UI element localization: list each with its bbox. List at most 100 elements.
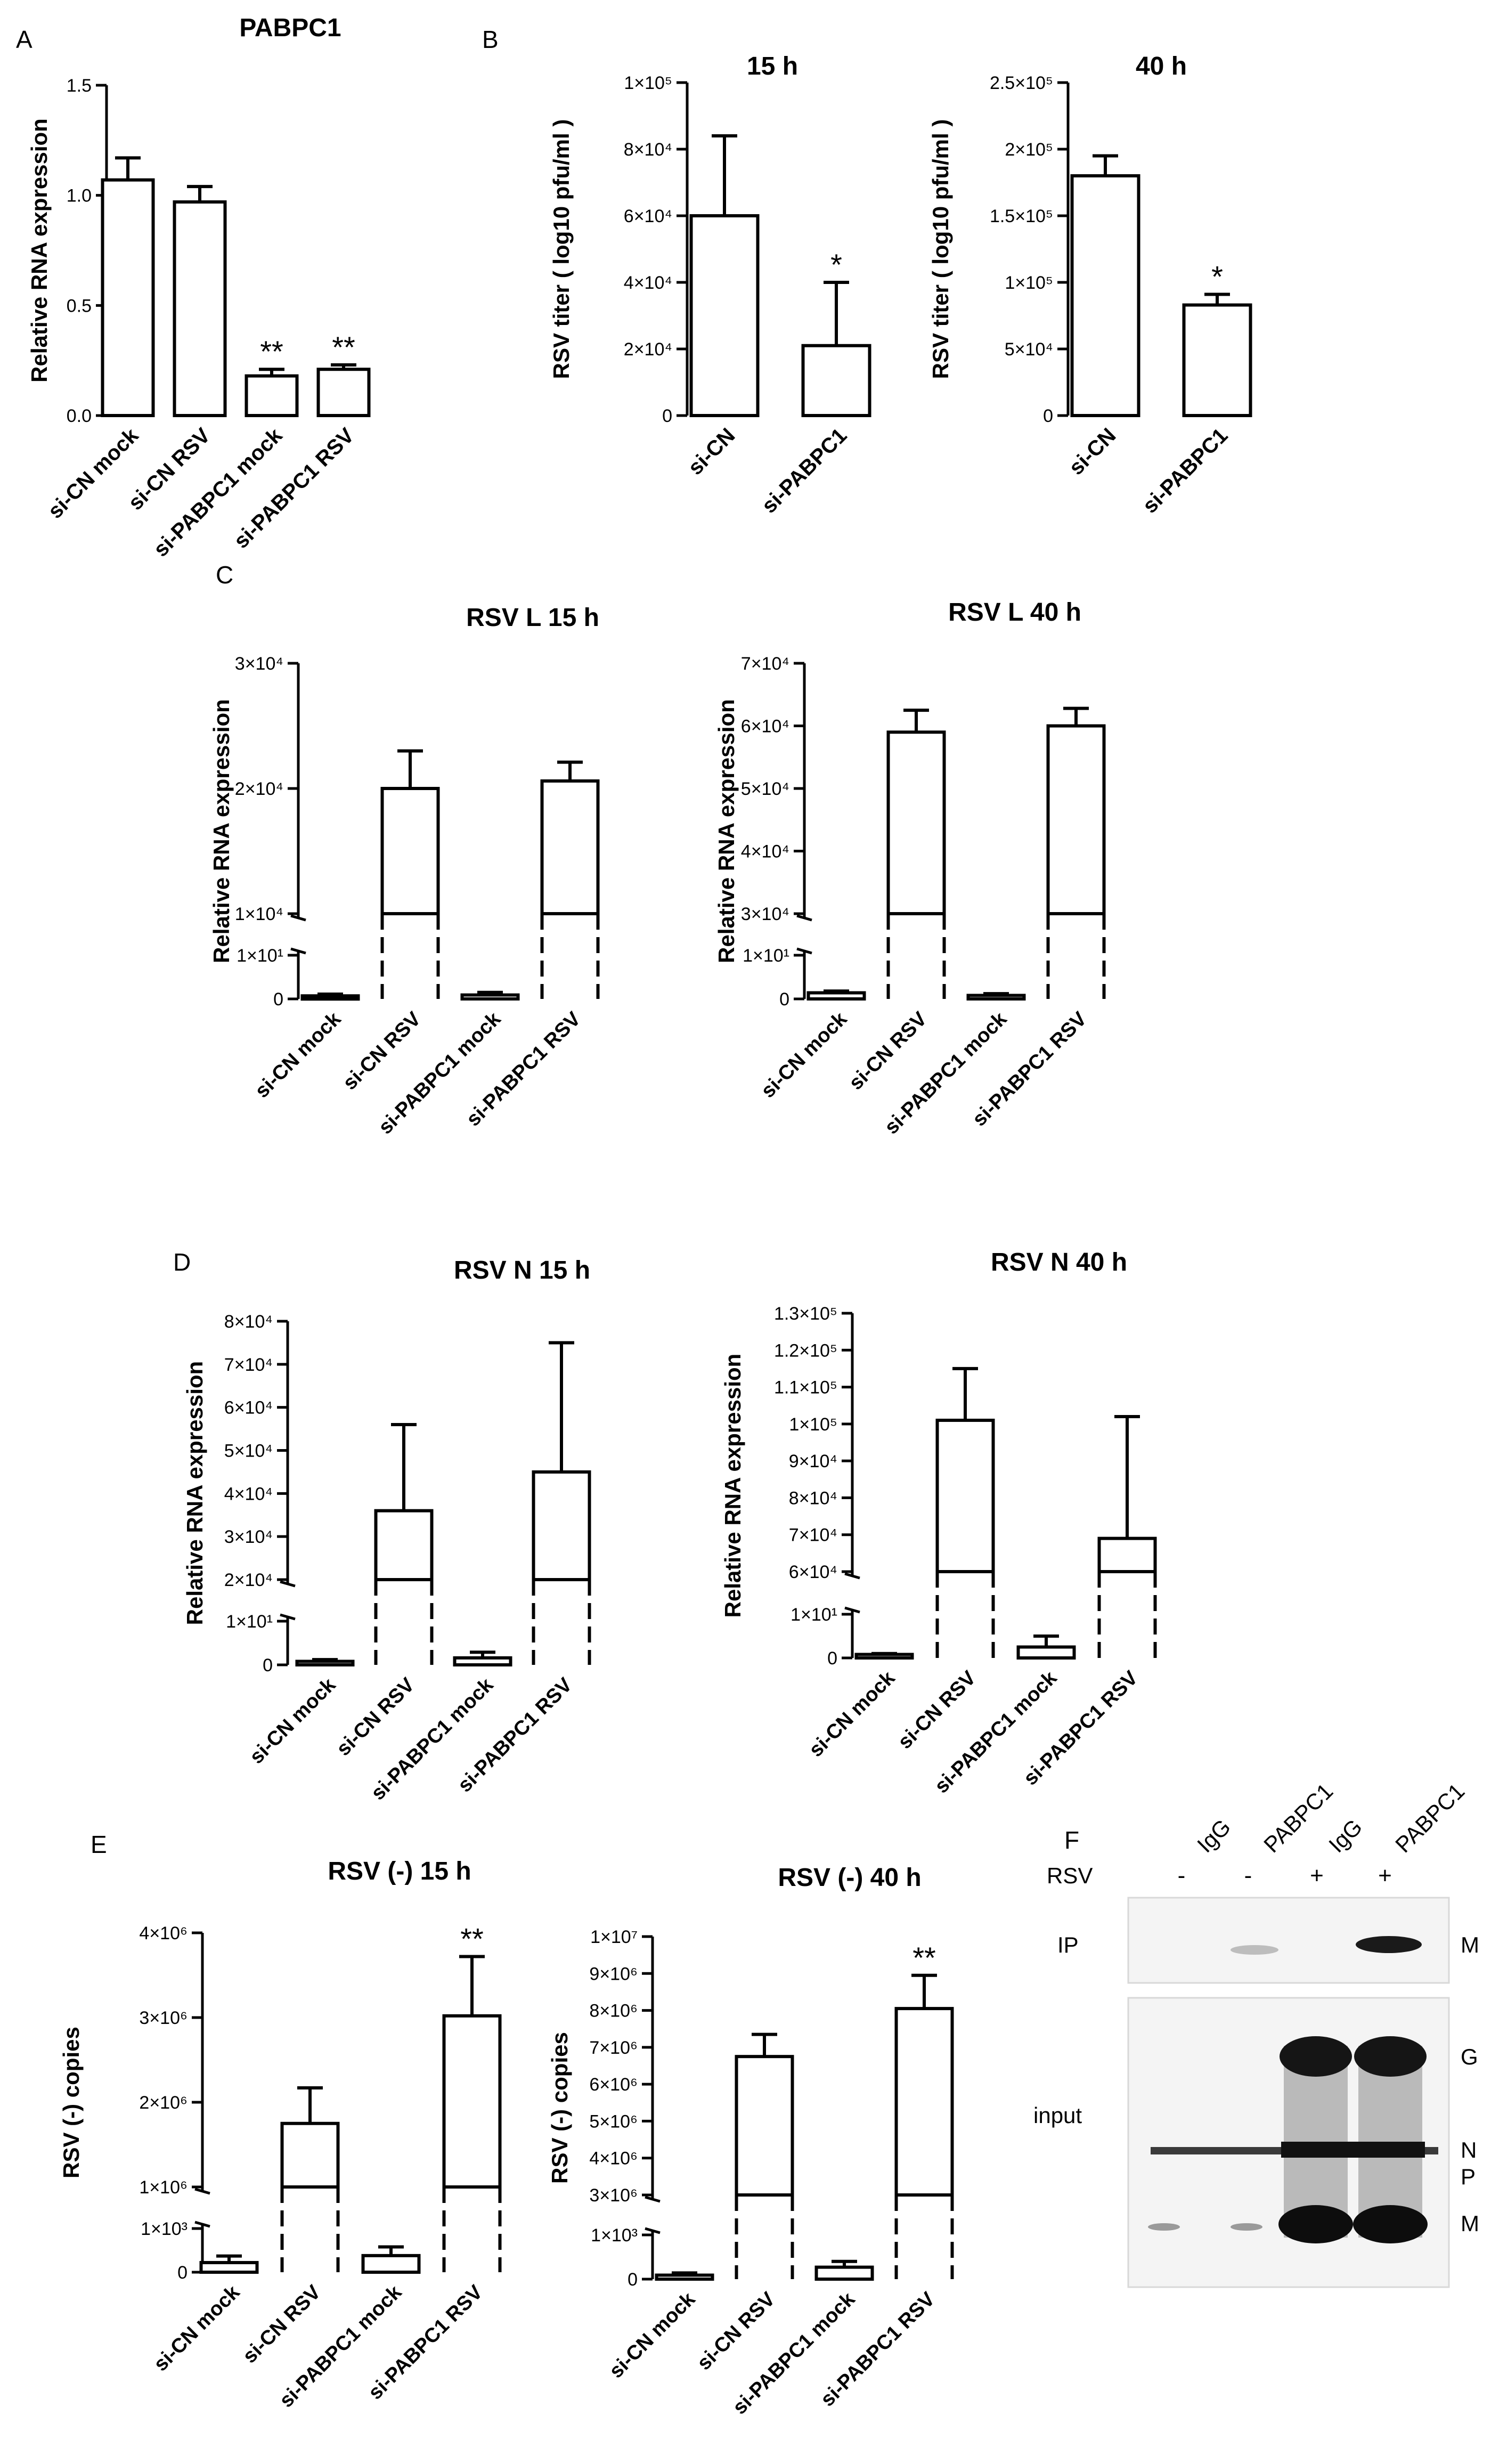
ip-band-faint xyxy=(1231,1945,1278,1955)
bar-d1 xyxy=(532,1470,591,1582)
chart-title-d1: RSV N 15 h xyxy=(454,1256,590,1284)
rsv-sign-2: - xyxy=(1244,1863,1252,1889)
y-tick-label-c2: 5×10⁴ xyxy=(741,779,789,799)
panel-label-d1: D xyxy=(173,1248,191,1276)
y-tick-label-e1: 0 xyxy=(177,2263,188,2283)
bar-e2 xyxy=(655,2273,714,2281)
y-tick-label-d1: 7×10⁴ xyxy=(224,1355,273,1375)
bar-a xyxy=(316,368,371,418)
y-tick-label-e2: 9×10⁶ xyxy=(589,1964,638,1984)
y-tick-label-c2: 7×10⁴ xyxy=(741,654,789,674)
y-tick-label-a: 0.5 xyxy=(67,296,92,316)
bar-d2 xyxy=(935,1418,995,1573)
bar-d1 xyxy=(374,1509,434,1582)
y-axis-label-a: Relative RNA expression xyxy=(27,118,52,383)
bar-e2 xyxy=(894,2007,954,2197)
y-axis-label-d1: Relative RNA expression xyxy=(182,1361,207,1625)
axis-break-mark-c1 xyxy=(290,914,306,922)
chart-title-a: PABPC1 xyxy=(239,14,341,42)
input-band-m-faint xyxy=(1148,2223,1180,2231)
bar-c2 xyxy=(1046,724,1106,915)
chart-b1: B 15 h 0 2×10⁴ 4×10⁴ 6×10⁴ 8×10⁴ 1×10⁵ RSV titer… xyxy=(482,26,871,518)
input-band-label-g: G xyxy=(1461,2044,1478,2069)
significance-mark-e1: ** xyxy=(460,1922,484,1956)
x-tick-label-d2: si-CN RSV xyxy=(894,1666,981,1753)
bar-e2 xyxy=(814,2265,874,2281)
y-tick-label-d2: 1.3×10⁵ xyxy=(774,1304,837,1324)
y-tick-label-d2: 9×10⁴ xyxy=(789,1451,837,1471)
y-tick-label-b2: 1.5×10⁵ xyxy=(990,206,1053,226)
y-tick-label-e2: 1×10⁷ xyxy=(590,1927,638,1947)
y-tick-label-d2: 1.2×10⁵ xyxy=(774,1340,837,1361)
y-tick-label-e2: 8×10⁶ xyxy=(589,2001,638,2021)
bar-e1 xyxy=(442,2014,502,2189)
bar-b1 xyxy=(801,344,871,417)
panel-label-c1: C xyxy=(216,561,233,589)
y-tick-label-b1: 8×10⁴ xyxy=(624,140,672,160)
y-tick-label-c1: 2×10⁴ xyxy=(235,779,283,799)
chart-title-b2: 40 h xyxy=(1136,52,1187,80)
bar-b2 xyxy=(1182,303,1252,417)
y-tick-label-c2: 1×10¹ xyxy=(743,946,789,966)
bar-e2 xyxy=(735,2055,794,2197)
y-axis-label-b2: RSV titer ( log10 pfu/ml ) xyxy=(928,119,953,379)
input-band-label-p: P xyxy=(1461,2164,1476,2189)
chart-title-c1: RSV L 15 h xyxy=(466,604,599,632)
lane-label-3: IgG xyxy=(1324,1814,1367,1857)
x-tick-label-c1: si-CN mock xyxy=(251,1007,346,1102)
x-tick-label-c2: si-CN mock xyxy=(757,1007,852,1102)
y-tick-label-b2: 2.5×10⁵ xyxy=(990,73,1053,93)
chart-d1: D RSV N 15 h 0 1×10¹ 2×10⁴ 3×10⁴ 4×10⁴ 5×10⁴ 6×1… xyxy=(173,1248,591,1804)
bar-d2 xyxy=(1097,1536,1157,1573)
y-tick-label-c2: 3×10⁴ xyxy=(741,904,789,924)
axis-break-mark-d1 xyxy=(280,1613,296,1621)
input-band-g-lane-3 xyxy=(1280,2036,1352,2077)
bar-e1 xyxy=(199,2260,259,2274)
chart-a: A PABPC1 0.0 0.5 1.0 1.5 Relative RNA expressi… xyxy=(16,14,371,562)
y-tick-label-a: 1.5 xyxy=(67,76,92,96)
y-tick-label-e2: 4×10⁶ xyxy=(589,2149,638,2169)
y-tick-label-d1: 5×10⁴ xyxy=(224,1441,273,1461)
y-tick-label-e1: 1×10³ xyxy=(141,2219,188,2239)
x-tick-label-c2: si-CN RSV xyxy=(845,1007,932,1094)
bar-c2 xyxy=(966,994,1026,1001)
input-band-label-n: N xyxy=(1461,2137,1477,2162)
y-tick-label-d1: 4×10⁴ xyxy=(224,1484,273,1504)
y-tick-label-a: 0.0 xyxy=(67,406,92,426)
y-tick-label-e2: 0 xyxy=(628,2270,638,2290)
chart-c1: C RSV L 15 h 0 1×10¹ 1×10⁴ 2×10⁴ 3×10⁴ Relative… xyxy=(209,561,600,1139)
rsv-row-label: RSV xyxy=(1047,1863,1093,1888)
bar-c1 xyxy=(460,993,520,1001)
y-tick-label-d1: 2×10⁴ xyxy=(224,1570,273,1590)
axis-break-mark-c2 xyxy=(796,914,812,922)
ip-label: IP xyxy=(1057,1932,1079,1957)
lane-label-2: PABPC1 xyxy=(1259,1778,1338,1857)
x-tick-label-a: si-CN mock xyxy=(44,424,143,523)
rsv-sign-1: - xyxy=(1178,1863,1186,1889)
input-band-m-lane-4 xyxy=(1353,2205,1428,2243)
y-tick-label-d2: 0 xyxy=(827,1648,837,1669)
x-tick-label-b1: si-PABPC1 xyxy=(757,424,852,518)
input-band-label-m: M xyxy=(1461,2211,1479,2236)
panel-label-f: F xyxy=(1064,1826,1079,1854)
axis-break-mark-c2 xyxy=(796,947,812,955)
axis-break-mark-e2 xyxy=(645,2195,661,2203)
y-tick-label-a: 1.0 xyxy=(67,186,92,206)
chart-c2: RSV L 40 h 0 1×10¹ 3×10⁴ 4×10⁴ 5×10⁴ 6×10⁴ 7×10… xyxy=(714,598,1106,1139)
y-tick-label-d2: 1×10¹ xyxy=(791,1605,837,1625)
y-tick-label-d1: 6×10⁴ xyxy=(224,1398,273,1418)
y-tick-label-b2: 2×10⁵ xyxy=(1005,140,1053,160)
y-tick-label-d1: 0 xyxy=(263,1655,273,1676)
y-tick-label-d2: 8×10⁴ xyxy=(789,1488,837,1508)
chart-title-b1: 15 h xyxy=(747,52,798,80)
input-band-m-faint-2 xyxy=(1231,2223,1262,2231)
ip-band-label-m: M xyxy=(1461,1932,1479,1957)
chart-e2: RSV (-) 40 h 0 1×10³ 3×10⁶ 4×10⁶ 5×10⁶ 6×10⁶ 7×… xyxy=(547,1864,954,2419)
bar-d1 xyxy=(295,1660,355,1666)
input-band-g-lane-4 xyxy=(1354,2036,1427,2077)
axis-break-mark-c1 xyxy=(290,947,306,955)
y-tick-label-d2: 7×10⁴ xyxy=(789,1525,837,1546)
y-tick-label-d1: 1×10¹ xyxy=(226,1612,273,1632)
input-label: input xyxy=(1033,2103,1082,2128)
y-tick-label-d1: 3×10⁴ xyxy=(224,1527,273,1547)
